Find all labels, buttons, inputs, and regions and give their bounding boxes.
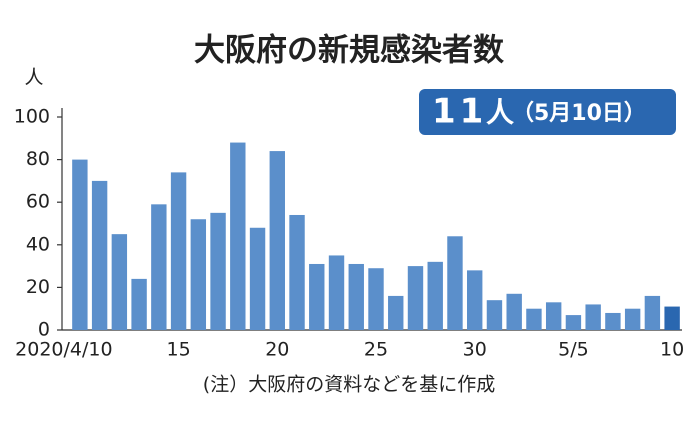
annotation-unit: 人 [486,96,514,129]
bar [624,308,641,330]
bar [269,151,285,330]
annotation-date: （5月10日） [512,101,646,126]
bar [230,142,246,330]
bar [249,227,266,330]
bar [170,172,187,330]
bar [447,236,463,330]
bar [565,315,582,330]
x-tick-label: 2020/4/10 [15,339,112,361]
bar [368,268,384,330]
bar [644,295,661,330]
bar [210,212,226,330]
bar [289,214,305,330]
y-axis-label: 人 [24,67,43,89]
bar [388,295,404,330]
bar [131,278,147,330]
bar [486,300,503,330]
x-tick-label: 5/5 [558,339,589,361]
bar [328,255,345,330]
bar [506,293,522,330]
x-tick-label: 30 [463,339,487,361]
bar [190,219,207,330]
annotation-box [419,89,676,135]
y-tick-label: 100 [14,106,50,128]
source-note: (注）大阪府の資料などを基に作成 [203,374,495,396]
bar [526,308,542,330]
bar [151,204,167,330]
y-tick-label: 80 [26,148,50,170]
bar [545,302,562,330]
y-tick-label: 40 [26,233,50,255]
bar [407,266,424,330]
x-tick-label: 10 [660,339,684,361]
bar [309,263,325,330]
chart-title: 大阪府の新規感染者数 [194,33,504,69]
bar [72,159,88,330]
bar [605,312,621,330]
bar [467,270,483,330]
bar [348,263,364,330]
x-tick-label: 15 [166,339,190,361]
bar [427,261,443,330]
bar [91,180,108,330]
bar [585,304,601,330]
annotation-number: 11 [432,92,487,132]
bar [111,234,128,330]
x-tick-label: 20 [265,339,289,361]
bar [664,306,680,330]
y-tick-label: 60 [26,191,50,213]
y-tick-label: 0 [38,319,50,341]
y-tick-label: 20 [26,276,50,298]
x-tick-label: 25 [364,339,388,361]
